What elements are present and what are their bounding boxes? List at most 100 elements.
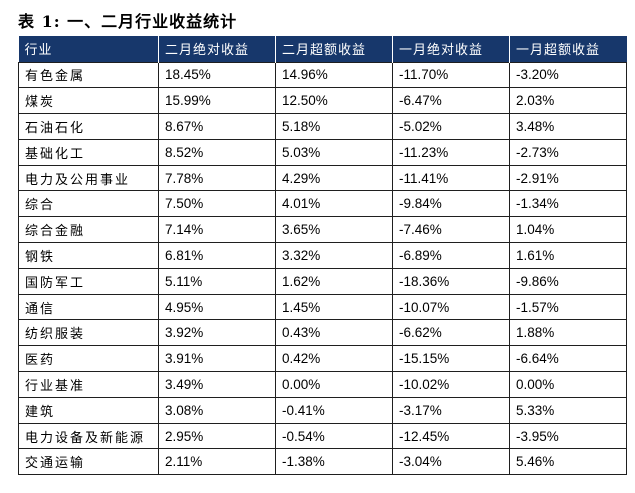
feb-excess-cell: 4.29% bbox=[275, 164, 393, 192]
table-row: 纺织服装 3.92% 0.43% -6.62% 1.88% bbox=[18, 319, 627, 347]
jan-absolute-cell: -11.23% bbox=[392, 138, 510, 166]
jan-excess-cell: 1.61% bbox=[509, 242, 627, 269]
feb-absolute-cell: 3.91% bbox=[158, 345, 276, 373]
table-header-row: 行业 二月绝对收益 二月超额收益 一月绝对收益 一月超额收益 bbox=[18, 36, 627, 62]
feb-absolute-cell: 2.95% bbox=[158, 422, 276, 450]
feb-excess-cell: -0.41% bbox=[275, 396, 393, 424]
jan-excess-cell: 1.04% bbox=[509, 216, 627, 244]
table-row: 石油石化 8.67% 5.18% -5.02% 3.48% bbox=[18, 113, 627, 140]
industry-cell: 综合金融 bbox=[18, 216, 159, 244]
jan-excess-cell: 1.88% bbox=[509, 319, 627, 347]
feb-excess-cell: 5.03% bbox=[275, 138, 393, 166]
table-row: 煤炭 15.99% 12.50% -6.47% 2.03% bbox=[18, 87, 627, 115]
table-row: 有色金属 18.45% 14.96% -11.70% -3.20% bbox=[18, 61, 627, 89]
header-feb-absolute: 二月绝对收益 bbox=[158, 36, 276, 62]
feb-absolute-cell: 18.45% bbox=[158, 61, 276, 89]
industry-cell: 医药 bbox=[18, 345, 159, 373]
jan-excess-cell: 0.00% bbox=[509, 371, 627, 398]
jan-absolute-cell: -6.62% bbox=[392, 319, 510, 347]
table-row: 交通运输 2.11% -1.38% -3.04% 5.46% bbox=[18, 448, 627, 476]
jan-excess-cell: 2.03% bbox=[509, 87, 627, 115]
industry-cell: 基础化工 bbox=[18, 138, 159, 166]
feb-excess-cell: 1.62% bbox=[275, 267, 393, 295]
feb-excess-cell: 5.18% bbox=[275, 113, 393, 140]
jan-absolute-cell: -7.46% bbox=[392, 216, 510, 244]
table-row: 电力及公用事业 7.78% 4.29% -11.41% -2.91% bbox=[18, 164, 627, 192]
feb-absolute-cell: 5.11% bbox=[158, 267, 276, 295]
jan-excess-cell: -3.95% bbox=[509, 422, 627, 450]
feb-excess-cell: -0.54% bbox=[275, 422, 393, 450]
feb-absolute-cell: 15.99% bbox=[158, 87, 276, 115]
header-jan-absolute: 一月绝对收益 bbox=[392, 36, 510, 62]
table-row: 综合金融 7.14% 3.65% -7.46% 1.04% bbox=[18, 216, 627, 244]
industry-cell: 石油石化 bbox=[18, 113, 159, 140]
jan-excess-cell: 5.46% bbox=[509, 448, 627, 476]
jan-absolute-cell: -12.45% bbox=[392, 422, 510, 450]
industry-cell: 行业基准 bbox=[18, 371, 159, 398]
jan-excess-cell: 3.48% bbox=[509, 113, 627, 140]
industry-cell: 国防军工 bbox=[18, 267, 159, 295]
industry-cell: 电力及公用事业 bbox=[18, 164, 159, 192]
feb-excess-cell: 3.32% bbox=[275, 242, 393, 269]
industry-cell: 煤炭 bbox=[18, 87, 159, 115]
jan-excess-cell: 5.33% bbox=[509, 396, 627, 424]
industry-cell: 钢铁 bbox=[18, 242, 159, 269]
feb-excess-cell: 3.65% bbox=[275, 216, 393, 244]
table-row: 基础化工 8.52% 5.03% -11.23% -2.73% bbox=[18, 138, 627, 166]
feb-absolute-cell: 7.78% bbox=[158, 164, 276, 192]
feb-absolute-cell: 7.50% bbox=[158, 190, 276, 218]
industry-cell: 综合 bbox=[18, 190, 159, 218]
industry-cell: 通信 bbox=[18, 293, 159, 321]
table-row: 医药 3.91% 0.42% -15.15% -6.64% bbox=[18, 345, 627, 373]
table-row: 通信 4.95% 1.45% -10.07% -1.57% bbox=[18, 293, 627, 321]
jan-absolute-cell: -11.41% bbox=[392, 164, 510, 192]
jan-excess-cell: -2.73% bbox=[509, 138, 627, 166]
jan-excess-cell: -9.86% bbox=[509, 267, 627, 295]
feb-excess-cell: 4.01% bbox=[275, 190, 393, 218]
jan-absolute-cell: -6.47% bbox=[392, 87, 510, 115]
industry-returns-table: 行业 二月绝对收益 二月超额收益 一月绝对收益 一月超额收益 有色金属 18.45… bbox=[18, 36, 627, 476]
feb-excess-cell: 0.43% bbox=[275, 319, 393, 347]
table-title: 表 1: 一、二月行业收益统计 bbox=[18, 12, 238, 31]
jan-absolute-cell: -5.02% bbox=[392, 113, 510, 140]
feb-absolute-cell: 3.08% bbox=[158, 396, 276, 424]
feb-absolute-cell: 6.81% bbox=[158, 242, 276, 269]
industry-cell: 交通运输 bbox=[18, 448, 159, 476]
feb-absolute-cell: 4.95% bbox=[158, 293, 276, 321]
jan-absolute-cell: -10.07% bbox=[392, 293, 510, 321]
feb-excess-cell: -1.38% bbox=[275, 448, 393, 476]
feb-excess-cell: 1.45% bbox=[275, 293, 393, 321]
jan-absolute-cell: -11.70% bbox=[392, 61, 510, 89]
header-jan-excess: 一月超额收益 bbox=[509, 36, 627, 62]
header-feb-excess: 二月超额收益 bbox=[275, 36, 393, 62]
jan-excess-cell: -6.64% bbox=[509, 345, 627, 373]
jan-absolute-cell: -3.04% bbox=[392, 448, 510, 476]
feb-absolute-cell: 7.14% bbox=[158, 216, 276, 244]
header-industry: 行业 bbox=[18, 36, 159, 62]
jan-excess-cell: -2.91% bbox=[509, 164, 627, 192]
industry-cell: 纺织服装 bbox=[18, 319, 159, 347]
feb-absolute-cell: 8.67% bbox=[158, 113, 276, 140]
feb-absolute-cell: 3.49% bbox=[158, 371, 276, 398]
jan-absolute-cell: -18.36% bbox=[392, 267, 510, 295]
feb-excess-cell: 12.50% bbox=[275, 87, 393, 115]
feb-excess-cell: 14.96% bbox=[275, 61, 393, 89]
jan-excess-cell: -1.57% bbox=[509, 293, 627, 321]
feb-absolute-cell: 3.92% bbox=[158, 319, 276, 347]
feb-excess-cell: 0.42% bbox=[275, 345, 393, 373]
table-row: 国防军工 5.11% 1.62% -18.36% -9.86% bbox=[18, 267, 627, 295]
table-row: 钢铁 6.81% 3.32% -6.89% 1.61% bbox=[18, 242, 627, 269]
feb-excess-cell: 0.00% bbox=[275, 371, 393, 398]
industry-cell: 建筑 bbox=[18, 396, 159, 424]
table-row: 建筑 3.08% -0.41% -3.17% 5.33% bbox=[18, 396, 627, 424]
table-row: 行业基准 3.49% 0.00% -10.02% 0.00% bbox=[18, 371, 627, 398]
feb-absolute-cell: 2.11% bbox=[158, 448, 276, 476]
industry-cell: 电力设备及新能源 bbox=[18, 422, 159, 450]
jan-absolute-cell: -9.84% bbox=[392, 190, 510, 218]
jan-excess-cell: -3.20% bbox=[509, 61, 627, 89]
industry-cell: 有色金属 bbox=[18, 61, 159, 89]
jan-absolute-cell: -15.15% bbox=[392, 345, 510, 373]
table-row: 综合 7.50% 4.01% -9.84% -1.34% bbox=[18, 190, 627, 218]
jan-absolute-cell: -3.17% bbox=[392, 396, 510, 424]
feb-absolute-cell: 8.52% bbox=[158, 138, 276, 166]
